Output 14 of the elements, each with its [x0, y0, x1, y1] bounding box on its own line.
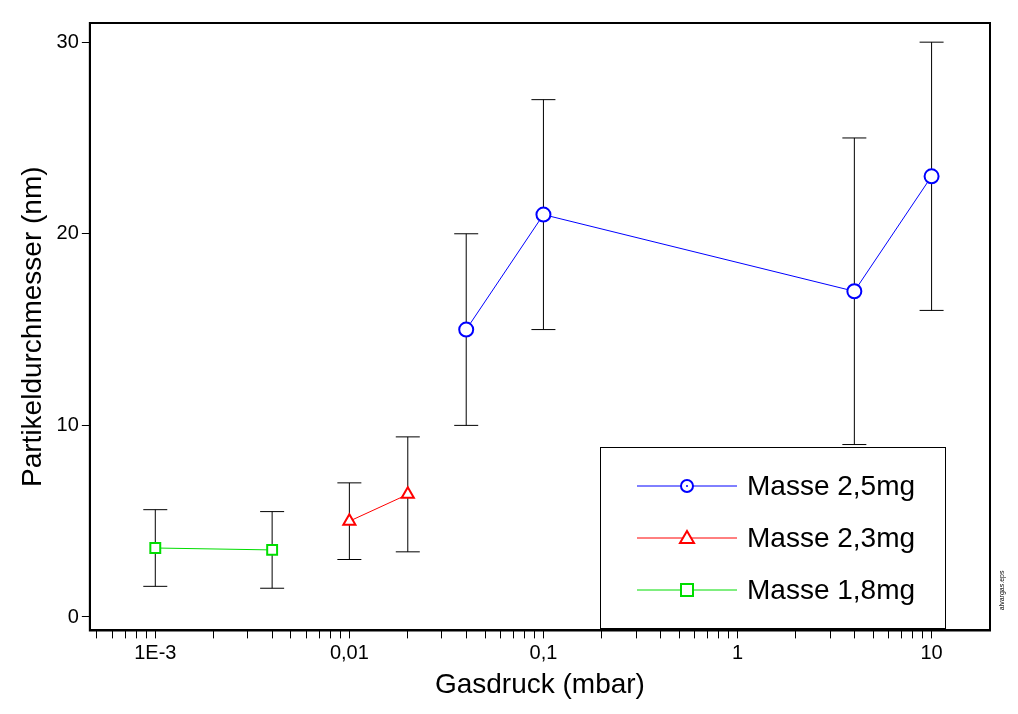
y-tick-label: 20 — [56, 221, 79, 244]
x-tick-label: 0,1 — [529, 640, 558, 663]
y-tick-label: 0 — [67, 604, 79, 627]
legend-label: Masse 1,8mg — [747, 574, 916, 607]
legend-label: Masse 2,5mg — [747, 470, 916, 503]
x-axis-title: Gasdruck (mbar) — [434, 667, 645, 699]
legend-label: Masse 2,3mg — [747, 522, 916, 555]
x-tick-label: 1E-3 — [134, 640, 177, 663]
y-tick-label: 10 — [56, 412, 79, 435]
x-tick-label: 10 — [920, 640, 943, 663]
y-tick-label: 30 — [56, 29, 79, 52]
x-tick-label: 1 — [731, 640, 744, 663]
x-tick-label: 0,01 — [329, 640, 369, 663]
y-axis-title: Partikeldurchmesser (nm) — [15, 166, 47, 487]
